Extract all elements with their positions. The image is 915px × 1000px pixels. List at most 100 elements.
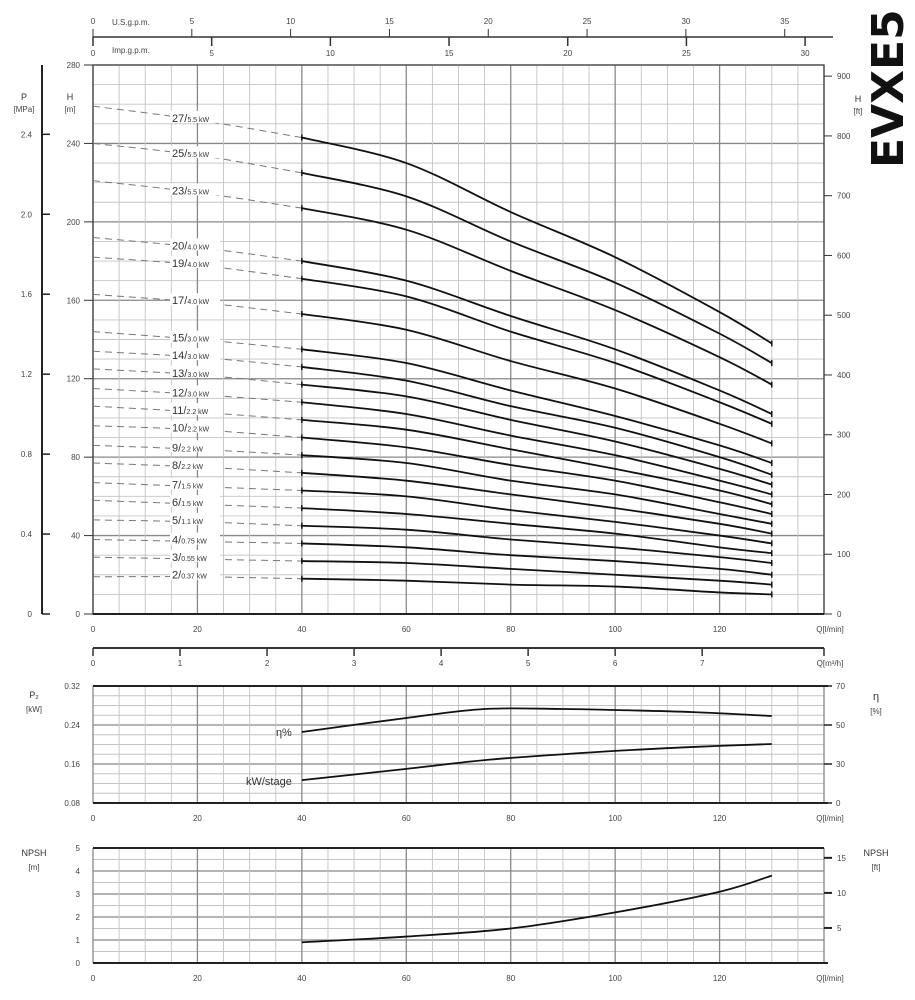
motor-power: 2.2 kW xyxy=(186,409,208,416)
eta-tick-label: 0 xyxy=(836,799,841,808)
motor-power: 4.0 kW xyxy=(187,299,209,306)
label-slash: / xyxy=(184,295,188,307)
x-tick-label: 80 xyxy=(506,974,515,983)
p2-tick-label: 0.32 xyxy=(64,682,80,691)
label-slash: / xyxy=(178,515,182,527)
label-slash: / xyxy=(184,240,188,252)
x-tick-label: 100 xyxy=(608,974,622,983)
label-slash: / xyxy=(184,258,188,270)
stage-count: 9 xyxy=(172,442,178,454)
efficiency-series-label: η% xyxy=(276,727,292,739)
label-slash: / xyxy=(184,423,188,435)
x-tick-label: 40 xyxy=(297,814,306,823)
eta-tick-label: 50 xyxy=(836,721,845,730)
x-tick-label: 120 xyxy=(713,814,727,823)
curve-label-bg xyxy=(170,495,220,508)
head-curve xyxy=(301,560,772,586)
head-curve xyxy=(301,313,773,445)
curve-label: 17/4.0 kW xyxy=(172,295,209,307)
stage-count: 2 xyxy=(172,570,178,582)
curve-label: 11/2.2 kW xyxy=(172,405,209,417)
motor-power: 3.0 kW xyxy=(187,354,209,361)
stage-count: 10 xyxy=(172,423,184,435)
curve-label: 23/5.5 kW xyxy=(172,185,209,197)
npsh-ft-axis-unit: [ft] xyxy=(872,863,881,872)
m3h-tick-label: 4 xyxy=(439,659,444,668)
label-slash: / xyxy=(178,534,182,546)
head-curve xyxy=(301,171,773,364)
stage-count: 14 xyxy=(172,350,184,362)
mpa-tick-label: 2.4 xyxy=(21,130,33,139)
head-curve xyxy=(301,418,773,506)
x-tick-label: 40 xyxy=(297,625,306,634)
stage-count: 20 xyxy=(172,240,184,252)
mpa-tick-label: 0.8 xyxy=(21,450,33,459)
curve-label-bg xyxy=(170,440,220,453)
h-tick-label: 240 xyxy=(67,139,81,148)
label-slash: / xyxy=(184,148,188,160)
label-slash: / xyxy=(184,387,188,399)
motor-power: 0.75 kW xyxy=(181,538,207,545)
curve-label-bg xyxy=(170,385,220,398)
motor-power: 2.2 kW xyxy=(187,427,209,434)
motor-power: 2.2 kW xyxy=(181,464,203,471)
imp-gpm-tick-label: 10 xyxy=(326,49,335,58)
imp-gpm-tick-label: 5 xyxy=(209,49,214,58)
ft-tick-label: 600 xyxy=(837,251,851,260)
h-ft-axis-unit: [ft] xyxy=(854,107,863,116)
curve-label-bg xyxy=(170,110,220,123)
stage-count: 6 xyxy=(172,497,178,509)
ft-tick-label: 100 xyxy=(837,550,851,559)
ft-tick-label: 400 xyxy=(837,371,851,380)
p-axis-label: P xyxy=(21,92,27,102)
npsh-m-tick-label: 0 xyxy=(76,959,81,968)
head-curve-extrapolated xyxy=(92,388,302,403)
curve-label: 8/2.2 kW xyxy=(172,460,203,472)
curve-label-bg xyxy=(170,330,220,343)
motor-power: 5.5 kW xyxy=(187,117,209,124)
curve-label-bg xyxy=(170,146,220,159)
npsh-m-tick-label: 5 xyxy=(76,844,81,853)
head-curve xyxy=(301,524,772,564)
h-tick-label: 40 xyxy=(71,532,80,541)
npsh-curve xyxy=(301,874,773,944)
h-tick-label: 200 xyxy=(67,218,81,227)
stage-count: 11 xyxy=(172,405,183,417)
x-tick-label: 120 xyxy=(713,974,727,983)
h-tick-label: 80 xyxy=(71,453,80,462)
head-curve-extrapolated xyxy=(92,538,302,544)
label-slash: / xyxy=(178,497,182,509)
label-slash: / xyxy=(184,185,188,197)
stage-count: 23 xyxy=(172,185,184,197)
stage-count: 5 xyxy=(172,515,178,527)
p2-tick-label: 0.16 xyxy=(64,760,80,769)
label-slash: / xyxy=(178,570,182,582)
curve-label: 2/0.37 kW xyxy=(172,570,207,582)
head-curve-extrapolated xyxy=(92,576,302,580)
head-curve xyxy=(301,383,773,486)
mpa-tick-label: 0.4 xyxy=(21,530,33,539)
curve-label: 12/3.0 kW xyxy=(172,387,209,399)
motor-power: 0.55 kW xyxy=(181,556,207,563)
p2-axis-unit: [kW] xyxy=(26,705,42,714)
head-curve-extrapolated xyxy=(92,425,302,439)
head-curve xyxy=(301,577,772,596)
x-tick-label: 60 xyxy=(402,625,411,634)
stage-count: 12 xyxy=(172,387,184,399)
stage-count: 25 xyxy=(172,148,184,160)
head-curve xyxy=(301,401,773,496)
label-slash: / xyxy=(178,460,182,472)
head-curve xyxy=(301,136,773,345)
h-tick-label: 0 xyxy=(76,610,81,619)
motor-power: 4.0 kW xyxy=(187,262,209,269)
head-curve xyxy=(301,260,773,415)
motor-power: 1.5 kW xyxy=(181,501,203,508)
head-curve xyxy=(301,542,772,576)
head-curve-extrapolated xyxy=(92,180,302,209)
m3h-axis-label: Q[m³/h] xyxy=(817,659,844,668)
label-slash: / xyxy=(184,350,188,362)
us-gpm-tick-label: 15 xyxy=(385,17,394,26)
imp-gpm-tick-label: 25 xyxy=(682,49,691,58)
curve-label: 6/1.5 kW xyxy=(172,497,203,509)
